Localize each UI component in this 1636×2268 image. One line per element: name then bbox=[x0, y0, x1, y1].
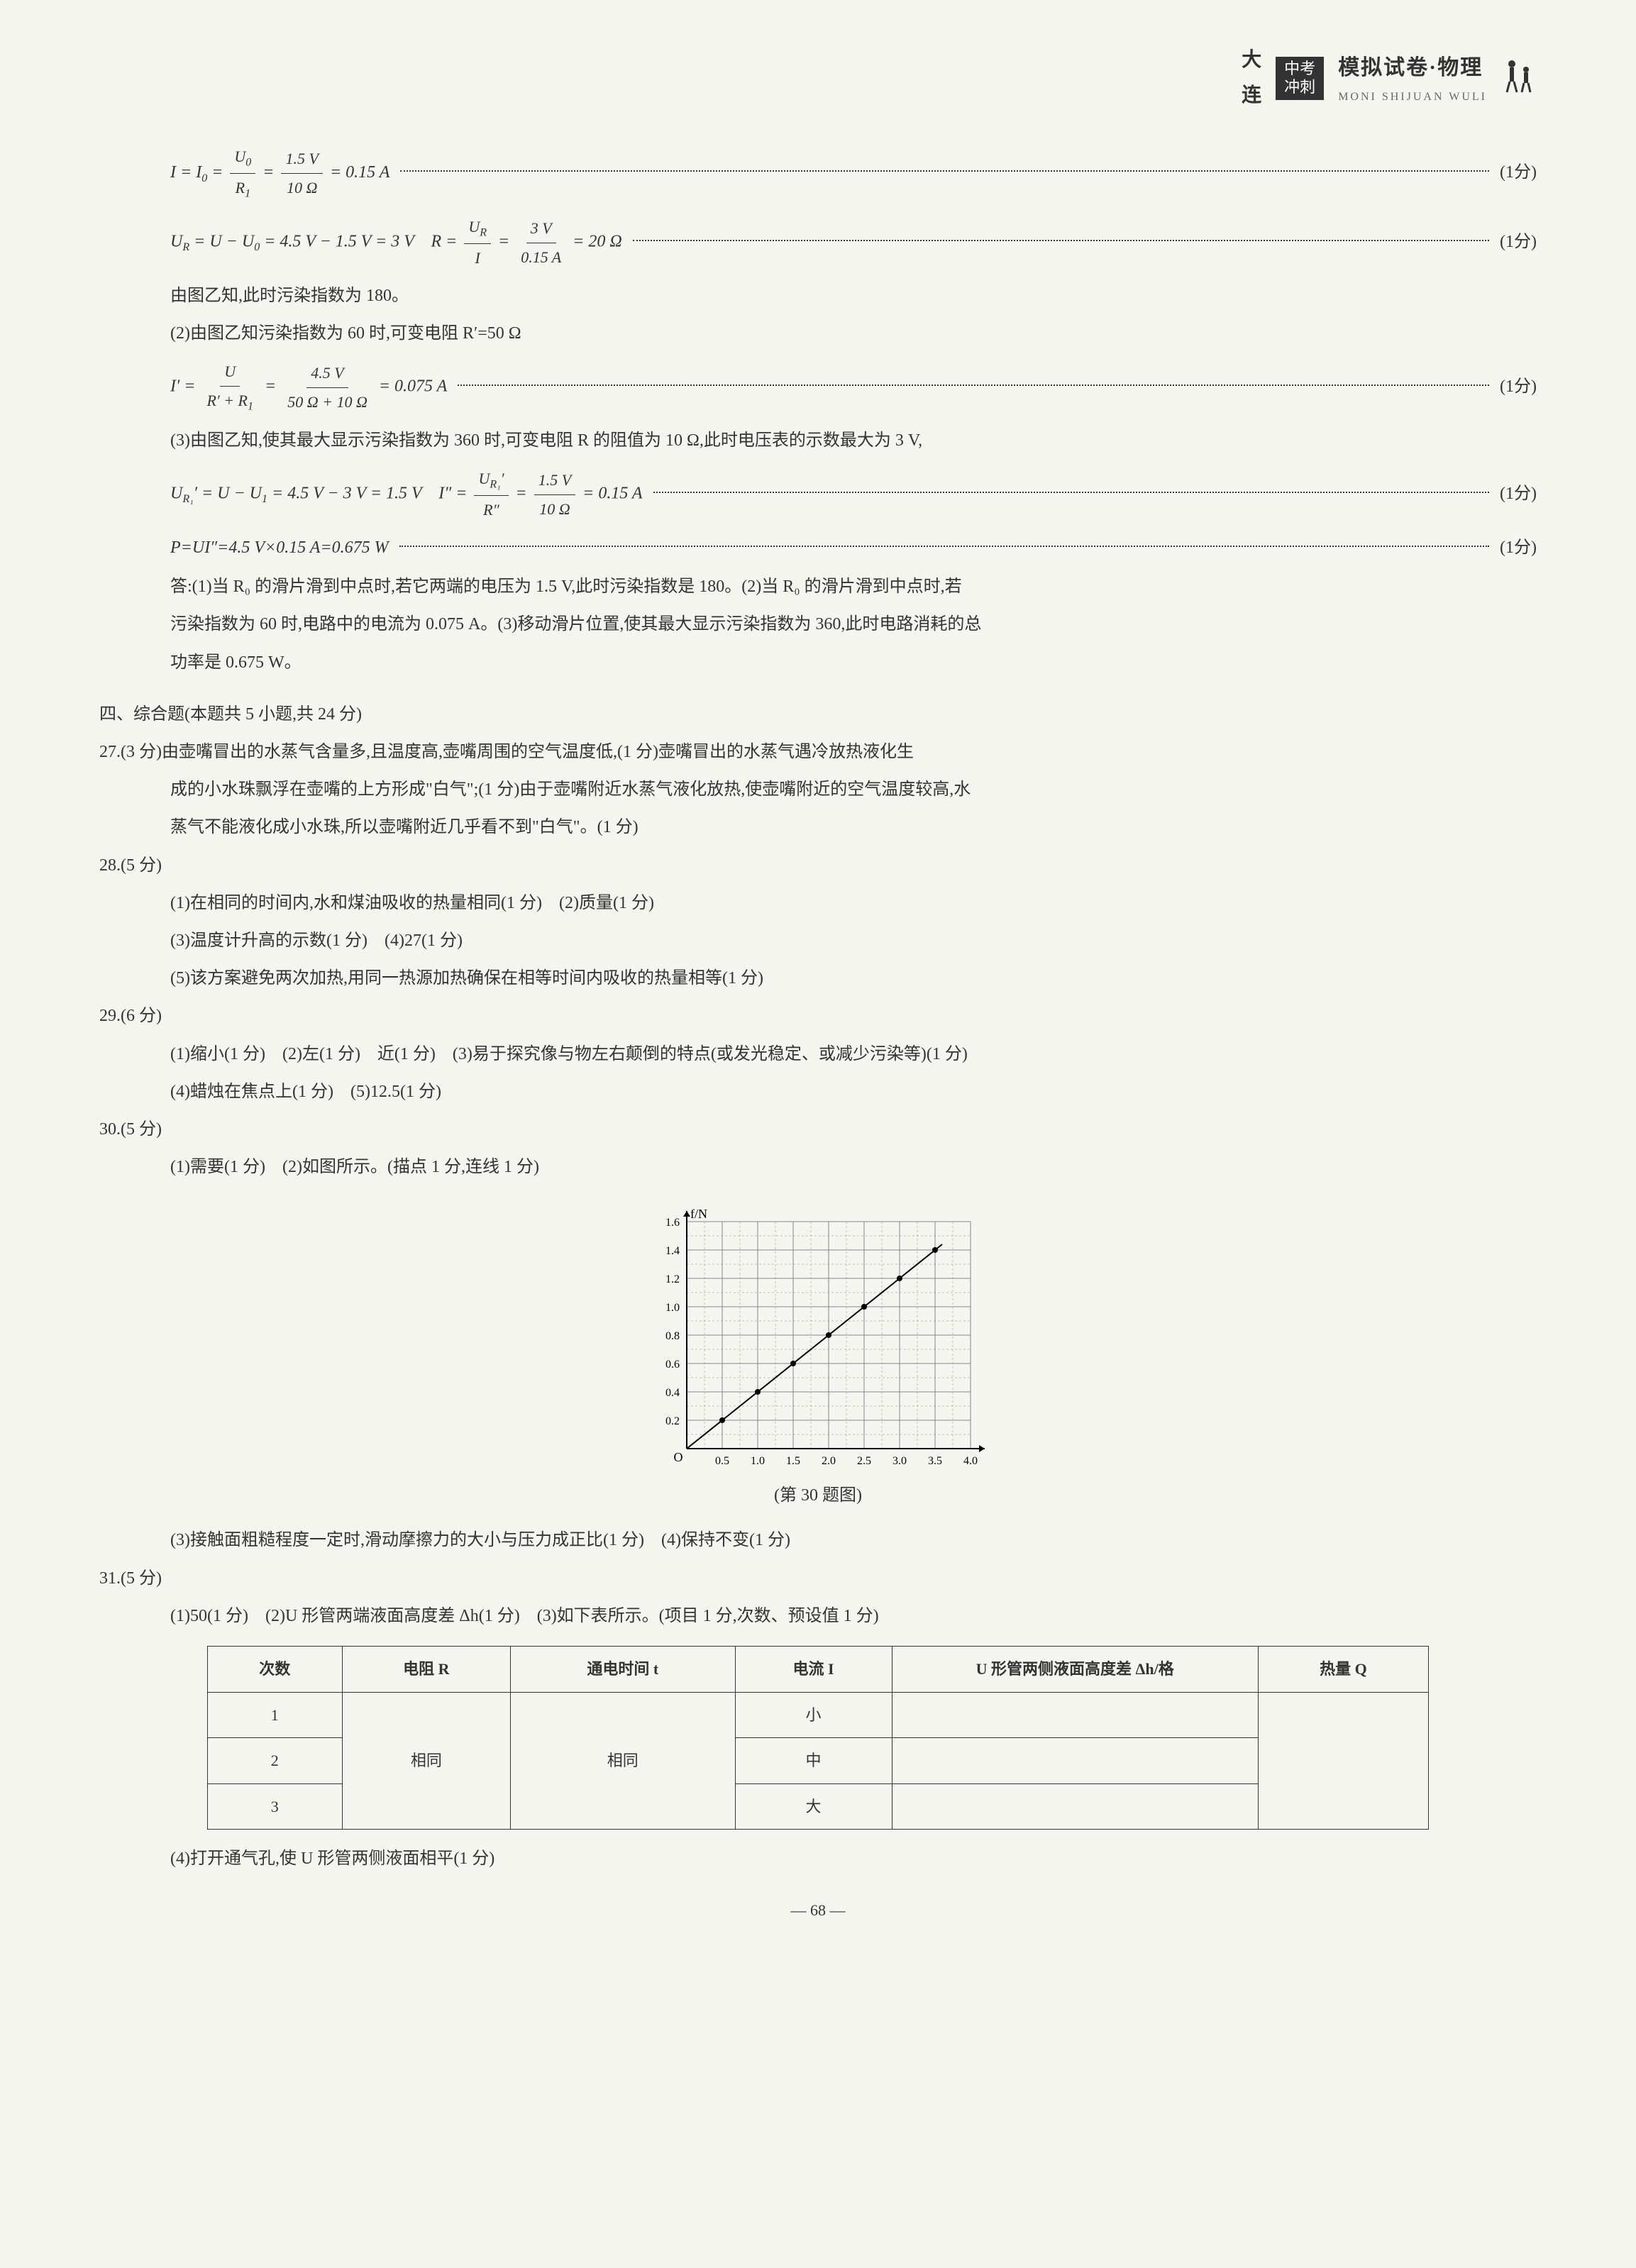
svg-text:1.5: 1.5 bbox=[786, 1455, 800, 1467]
answer-line-3: 功率是 0.675 W。 bbox=[99, 648, 1537, 678]
svg-text:1.0: 1.0 bbox=[665, 1302, 680, 1314]
cell-i-3: 大 bbox=[735, 1783, 892, 1830]
q29-answer-2: (4)蜡烛在焦点上(1 分) (5)12.5(1 分) bbox=[99, 1077, 1537, 1107]
svg-text:1.0: 1.0 bbox=[751, 1455, 765, 1467]
eq5-content: I′ = UR′ + R1 = 4.5 V50 Ω + 10 Ω = 0.075… bbox=[170, 358, 447, 417]
dots-5 bbox=[458, 385, 1489, 386]
eq1-content: I = I0 = U0R1 = 1.5 V10 Ω = 0.15 A bbox=[170, 143, 389, 204]
answer-line-1: 答:(1)当 R₀ 的滑片滑到中点时,若它两端的电压为 1.5 V,此时污染指数… bbox=[99, 572, 1537, 602]
header-city: 大 连 bbox=[1242, 43, 1261, 114]
title-sub: MONI SHIJUAN WULI bbox=[1338, 87, 1487, 108]
text-line-6: (3)由图乙知,使其最大显示污染指数为 360 时,可变电阻 R 的阻值为 10… bbox=[99, 426, 1537, 456]
dots-1 bbox=[400, 170, 1489, 172]
eq8-content: P=UI″=4.5 V×0.15 A=0.675 W bbox=[170, 533, 389, 563]
score-8: (1分) bbox=[1500, 533, 1537, 563]
badge-line-2: 冲刺 bbox=[1284, 78, 1315, 96]
q27-text-2: 成的小水珠飘浮在壶嘴的上方形成"白气";(1 分)由于壶嘴附近水蒸气液化放热,使… bbox=[99, 775, 1537, 805]
city-char-1: 大 bbox=[1242, 43, 1261, 78]
svg-text:f/N: f/N bbox=[690, 1207, 707, 1221]
score-1: (1分) bbox=[1500, 157, 1537, 188]
svg-text:2.0: 2.0 bbox=[822, 1455, 836, 1467]
cell-dh-2 bbox=[892, 1738, 1258, 1784]
city-char-2: 连 bbox=[1242, 78, 1261, 114]
cell-num-3: 3 bbox=[207, 1783, 342, 1830]
th-4: U 形管两侧液面高度差 Δh/格 bbox=[892, 1647, 1258, 1693]
svg-text:1.2: 1.2 bbox=[665, 1273, 680, 1285]
data-table: 次数 电阻 R 通电时间 t 电流 I U 形管两侧液面高度差 Δh/格 热量 … bbox=[207, 1646, 1429, 1830]
svg-text:0.8: 0.8 bbox=[665, 1330, 680, 1342]
q31-answer-1: (1)50(1 分) (2)U 形管两端液面高度差 Δh(1 分) (3)如下表… bbox=[99, 1601, 1537, 1632]
eq2-content: UR = U − U0 = 4.5 V − 1.5 V = 3 V R = UR… bbox=[170, 213, 622, 272]
header-badge: 中考 冲刺 bbox=[1276, 57, 1324, 100]
table-row: 1 相同 相同 小 bbox=[207, 1692, 1428, 1738]
svg-text:1.4: 1.4 bbox=[665, 1245, 680, 1257]
answer-line-2: 污染指数为 60 时,电路中的电流为 0.075 A。(3)移动滑片位置,使其最… bbox=[99, 609, 1537, 640]
score-5: (1分) bbox=[1500, 372, 1537, 402]
equation-line-1: I = I0 = U0R1 = 1.5 V10 Ω = 0.15 A (1分) bbox=[99, 143, 1537, 204]
q28-answer-3: (5)该方案避免两次加热,用同一热源加热确保在相等时间内吸收的热量相等(1 分) bbox=[99, 963, 1537, 994]
cell-num-2: 2 bbox=[207, 1738, 342, 1784]
page-header: 大 连 中考 冲刺 模拟试卷·物理 MONI SHIJUAN WULI bbox=[99, 43, 1537, 114]
cell-t-merged: 相同 bbox=[511, 1692, 735, 1830]
dots-7 bbox=[653, 492, 1489, 493]
q30-answer-1: (1)需要(1 分) (2)如图所示。(描点 1 分,连线 1 分) bbox=[99, 1152, 1537, 1183]
q29-number: 29.(6 分) bbox=[99, 1001, 1537, 1031]
chart-container: O 0.5 1.0 1.5 2.0 2.5 3.0 3.5 4.0 0.2 0.4 0.6 0.8 1.0… bbox=[99, 1204, 1537, 1473]
q27-number: 27.(3 分) bbox=[99, 743, 162, 761]
svg-text:4.0: 4.0 bbox=[963, 1455, 978, 1467]
q30-number: 30.(5 分) bbox=[99, 1114, 1537, 1145]
q31-number: 31.(5 分) bbox=[99, 1564, 1537, 1594]
svg-text:O: O bbox=[674, 1450, 683, 1464]
score-7: (1分) bbox=[1500, 479, 1537, 509]
svg-text:2.5: 2.5 bbox=[857, 1455, 871, 1467]
title-main: 模拟试卷·物理 bbox=[1338, 49, 1483, 87]
svg-text:3.0: 3.0 bbox=[892, 1455, 907, 1467]
friction-chart: O 0.5 1.0 1.5 2.0 2.5 3.0 3.5 4.0 0.2 0.4 0.6 0.8 1.0… bbox=[648, 1204, 988, 1473]
cell-dh-1 bbox=[892, 1692, 1258, 1738]
cell-dh-3 bbox=[892, 1783, 1258, 1830]
text-line-3: 由图乙知,此时污染指数为 180。 bbox=[99, 281, 1537, 311]
cell-i-2: 中 bbox=[735, 1738, 892, 1784]
th-1: 电阻 R bbox=[342, 1647, 510, 1693]
dots-2 bbox=[633, 240, 1489, 241]
equation-line-8: P=UI″=4.5 V×0.15 A=0.675 W (1分) bbox=[99, 533, 1537, 563]
svg-text:0.2: 0.2 bbox=[665, 1415, 680, 1427]
q28-number: 28.(5 分) bbox=[99, 851, 1537, 881]
cell-num-1: 1 bbox=[207, 1692, 342, 1738]
svg-text:0.5: 0.5 bbox=[715, 1455, 729, 1467]
score-2: (1分) bbox=[1500, 227, 1537, 258]
th-5: 热量 Q bbox=[1258, 1647, 1428, 1693]
dots-8 bbox=[399, 546, 1489, 547]
q28-answer-2: (3)温度计升高的示数(1 分) (4)27(1 分) bbox=[99, 926, 1537, 956]
q30-answer-3: (3)接触面粗糙程度一定时,滑动摩擦力的大小与压力成正比(1 分) (4)保持不… bbox=[99, 1525, 1537, 1556]
th-0: 次数 bbox=[207, 1647, 342, 1693]
q27-text-3: 蒸气不能液化成小水珠,所以壶嘴附近几乎看不到"白气"。(1 分) bbox=[99, 812, 1537, 843]
q31-answer-4: (4)打开通气孔,使 U 形管两侧液面相平(1 分) bbox=[99, 1844, 1537, 1874]
svg-text:0.4: 0.4 bbox=[665, 1387, 680, 1399]
equation-line-5: I′ = UR′ + R1 = 4.5 V50 Ω + 10 Ω = 0.075… bbox=[99, 358, 1537, 417]
section-4-title: 四、综合题(本题共 5 小题,共 24 分) bbox=[99, 699, 1537, 730]
th-3: 电流 I bbox=[735, 1647, 892, 1693]
eq7-content: UR₁′ = U − U1 = 4.5 V − 3 V = 1.5 V I″ =… bbox=[170, 465, 643, 524]
badge-line-1: 中考 bbox=[1284, 60, 1315, 78]
svg-text:0.6: 0.6 bbox=[665, 1359, 680, 1371]
cell-q-merged bbox=[1258, 1692, 1428, 1830]
people-icon bbox=[1501, 57, 1537, 99]
cell-i-1: 小 bbox=[735, 1692, 892, 1738]
header-title: 模拟试卷·物理 MONI SHIJUAN WULI bbox=[1338, 49, 1487, 108]
q29-answer-1: (1)缩小(1 分) (2)左(1 分) 近(1 分) (3)易于探究像与物左右… bbox=[99, 1039, 1537, 1070]
question-27: 27.(3 分)由壶嘴冒出的水蒸气含量多,且温度高,壶嘴周围的空气温度低,(1 … bbox=[99, 737, 1537, 768]
page-number: — 68 — bbox=[99, 1896, 1537, 1925]
table-header-row: 次数 电阻 R 通电时间 t 电流 I U 形管两侧液面高度差 Δh/格 热量 … bbox=[207, 1647, 1428, 1693]
cell-r-merged: 相同 bbox=[342, 1692, 510, 1830]
equation-line-7: UR₁′ = U − U1 = 4.5 V − 3 V = 1.5 V I″ =… bbox=[99, 465, 1537, 524]
svg-text:3.5: 3.5 bbox=[928, 1455, 942, 1467]
equation-line-2: UR = U − U0 = 4.5 V − 1.5 V = 3 V R = UR… bbox=[99, 213, 1537, 272]
svg-text:1.6: 1.6 bbox=[665, 1217, 680, 1229]
q28-answer-1: (1)在相同的时间内,水和煤油吸收的热量相同(1 分) (2)质量(1 分) bbox=[99, 888, 1537, 919]
th-2: 通电时间 t bbox=[511, 1647, 735, 1693]
q27-text-1: 由壶嘴冒出的水蒸气含量多,且温度高,壶嘴周围的空气温度低,(1 分)壶嘴冒出的水… bbox=[162, 743, 914, 761]
chart-caption: (第 30 题图) bbox=[99, 1481, 1537, 1511]
text-line-4: (2)由图乙知污染指数为 60 时,可变电阻 R′=50 Ω bbox=[99, 319, 1537, 349]
